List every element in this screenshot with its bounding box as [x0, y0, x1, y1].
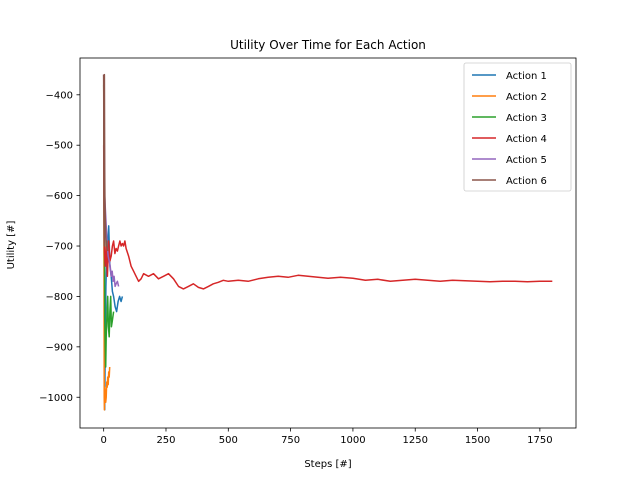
series-line-action-6 — [102, 73, 109, 252]
x-tick-label: 750 — [281, 435, 300, 446]
series-line-action-3 — [102, 84, 115, 368]
x-tick-label: 1000 — [340, 435, 365, 446]
x-axis-label: Steps [#] — [304, 459, 351, 470]
y-tick-label: −700 — [46, 242, 73, 253]
legend-label: Action 2 — [506, 92, 547, 103]
y-tick-label: −400 — [46, 90, 73, 101]
x-tick-label: 1750 — [527, 435, 552, 446]
y-tick-label: −500 — [46, 141, 73, 152]
legend-label: Action 5 — [506, 155, 547, 166]
y-tick-label: −1000 — [39, 393, 73, 404]
x-tick-label: 500 — [219, 435, 238, 446]
y-tick-label: −800 — [46, 292, 73, 303]
chart-title: Utility Over Time for Each Action — [230, 38, 426, 52]
x-tick-label: 250 — [156, 435, 175, 446]
legend: Action 1 Action 2 Action 3 Action 4 Action 5… — [463, 62, 572, 192]
x-tick-label: 0 — [100, 435, 106, 446]
series-layer — [102, 73, 553, 411]
series-line-action-2 — [102, 74, 111, 411]
plot-frame — [79, 57, 577, 429]
y-tick-label: −900 — [46, 342, 73, 353]
legend-box — [463, 62, 572, 192]
series-line-action-4 — [102, 145, 553, 290]
ticks-layer: 0 250 500 750 1000 1250 1500 1750 −1000 −900 −800 −… — [39, 90, 552, 446]
legend-label: Action 6 — [506, 176, 547, 187]
x-tick-label: 1500 — [465, 435, 490, 446]
y-axis-label: Utility [#] — [6, 221, 17, 270]
x-tick-label: 1250 — [403, 435, 428, 446]
legend-label: Action 1 — [506, 71, 547, 82]
y-tick-label: −600 — [46, 191, 73, 202]
legend-label: Action 3 — [506, 113, 547, 124]
legend-label: Action 4 — [506, 134, 547, 145]
